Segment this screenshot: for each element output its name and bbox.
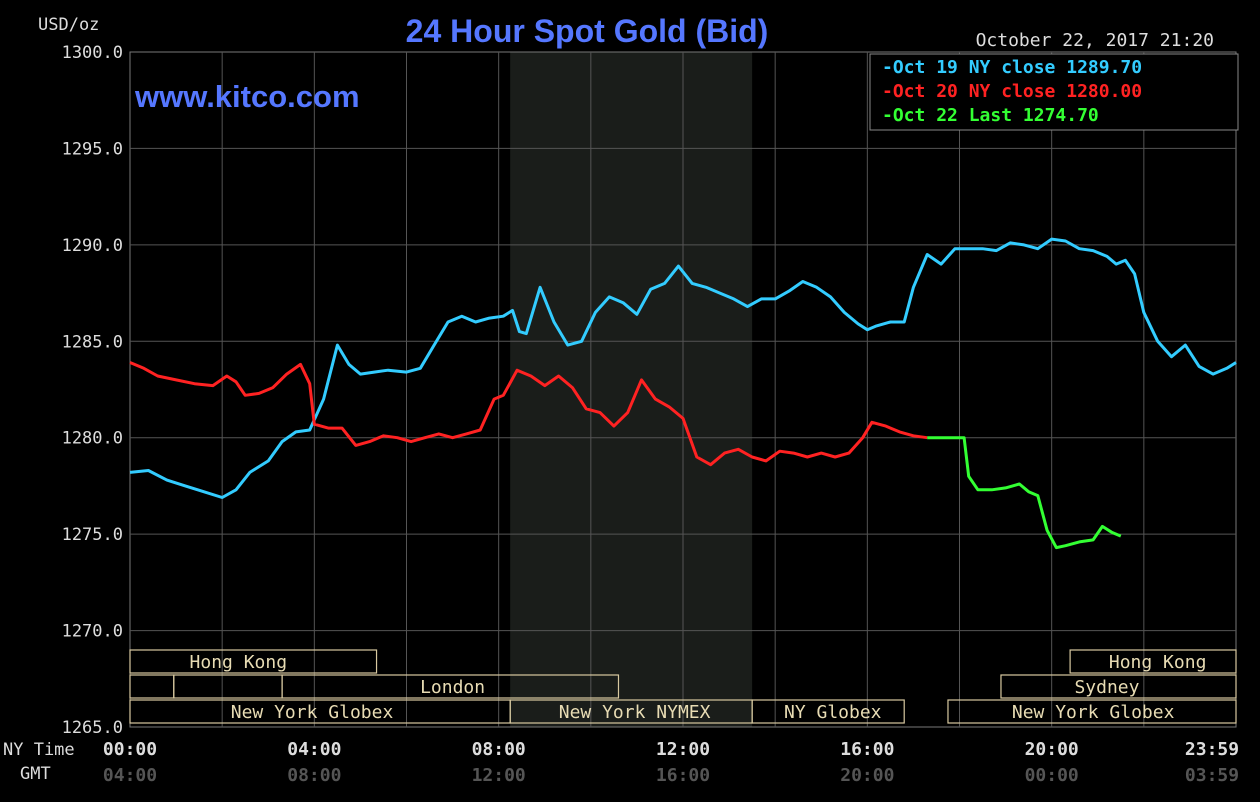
x-tick-label-ny: 04:00 xyxy=(287,739,341,760)
legend-dash: - xyxy=(882,57,893,78)
session-bar xyxy=(947,699,1237,724)
x-tick-label-ny: 00:00 xyxy=(103,739,157,760)
series-line-1 xyxy=(129,237,1237,499)
y-tick-label: 1265.0 xyxy=(62,718,123,738)
x-row-label-gmt: GMT xyxy=(20,764,51,784)
shaded-session-area xyxy=(510,52,753,727)
x-tick-label-gmt: 12:00 xyxy=(472,765,526,786)
timestamp: October 22, 2017 21:20 xyxy=(976,30,1214,51)
session-label: New York Globex xyxy=(1012,702,1175,723)
series-line-3 xyxy=(927,436,1122,550)
x-tick-label-ny: 08:00 xyxy=(472,739,526,760)
y-tick-label: 1270.0 xyxy=(62,622,123,642)
legend-dash: - xyxy=(882,81,893,102)
legend-label: Oct 22 Last xyxy=(893,105,1023,126)
price-series xyxy=(129,237,1237,550)
x-tick-label-gmt: 16:00 xyxy=(656,765,710,786)
session-label: Hong Kong xyxy=(1109,652,1207,673)
x-tick-label-gmt: 20:00 xyxy=(840,765,894,786)
y-tick-label: 1290.0 xyxy=(62,236,123,256)
legend-dash: - xyxy=(882,105,893,126)
session-bar xyxy=(751,699,905,724)
axes: 1300.0 1295.0 1290.0 1285.0 1280.0 1275.0 1270… xyxy=(62,43,1240,786)
legend-label: Oct 19 NY close xyxy=(893,57,1066,78)
x-tick-label-gmt: 03:59 xyxy=(1185,765,1239,786)
y-tick-label: 1285.0 xyxy=(62,332,123,352)
legend-entry: -Oct 22 Last 1274.70 xyxy=(882,105,1099,126)
watermark: www.kitco.com xyxy=(134,79,360,114)
x-tick-label-ny: 23:59 xyxy=(1185,739,1239,760)
x-tick-label-ny: 16:00 xyxy=(840,739,894,760)
chart-title: 24 Hour Spot Gold (Bid) xyxy=(406,13,769,49)
session-label: Hong Kong xyxy=(190,652,288,673)
legend: -Oct 19 NY close 1289.70-Oct 20 NY close… xyxy=(869,53,1239,131)
session-label: NY Globex xyxy=(784,702,882,723)
legend-entry: -Oct 19 NY close 1289.70 xyxy=(882,57,1142,78)
y-tick-label: 1280.0 xyxy=(62,429,123,449)
y-tick-label: 1275.0 xyxy=(62,525,123,545)
x-tick-label-gmt: 04:00 xyxy=(103,765,157,786)
grid xyxy=(129,51,1237,728)
session-label: Sydney xyxy=(1074,677,1139,698)
session-bar xyxy=(1069,649,1237,674)
session-label: London xyxy=(420,677,485,698)
legend-box xyxy=(869,53,1239,131)
legend-entry: -Oct 20 NY close 1280.00 xyxy=(882,81,1142,102)
y-axis-label: USD/oz xyxy=(38,15,99,35)
session-bar xyxy=(129,649,378,674)
shaded-region xyxy=(510,52,753,727)
series-line-2 xyxy=(129,361,928,467)
legend-value: 1289.70 xyxy=(1066,57,1142,78)
x-row-label-ny: NY Time xyxy=(3,740,75,760)
legend-value: 1274.70 xyxy=(1023,105,1099,126)
session-label: New York Globex xyxy=(231,702,394,723)
trading-sessions: Hong Kong Hong Kong London Sydney New York G… xyxy=(129,649,1237,724)
legend-value: 1280.00 xyxy=(1066,81,1142,102)
session-bar xyxy=(281,674,620,699)
y-tick-label: 1295.0 xyxy=(62,139,123,159)
legend-label: Oct 20 NY close xyxy=(893,81,1066,102)
session-bar xyxy=(1000,674,1237,699)
x-tick-label-ny: 12:00 xyxy=(656,739,710,760)
x-tick-label-ny: 20:00 xyxy=(1025,739,1079,760)
x-tick-label-gmt: 08:00 xyxy=(287,765,341,786)
session-label: New York NYMEX xyxy=(559,702,711,723)
y-tick-label: 1300.0 xyxy=(62,43,123,63)
x-tick-label-gmt: 00:00 xyxy=(1025,765,1079,786)
